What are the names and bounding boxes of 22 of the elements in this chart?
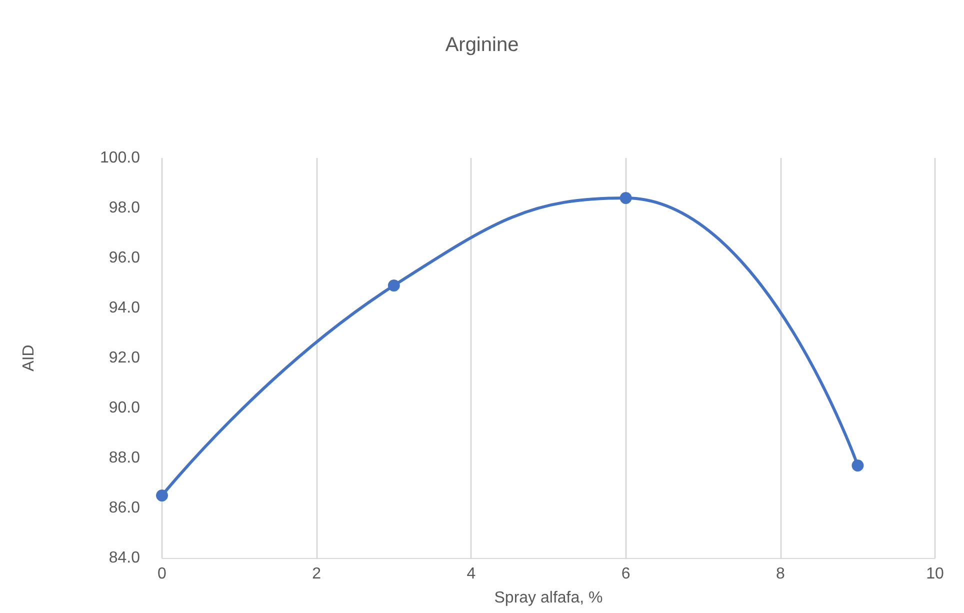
point (388, 280, 400, 292)
x-tick-label: 8 (776, 566, 785, 582)
x-tick-label: 6 (621, 566, 630, 582)
chart-title: Arginine (445, 34, 519, 56)
point (620, 192, 632, 204)
y-tick-label: 98.0 (108, 200, 140, 216)
y-tick-label: 94.0 (108, 300, 140, 316)
y-tick-label: 92.0 (108, 350, 140, 366)
point (852, 460, 864, 472)
y-axis-title: AID (20, 344, 38, 372)
y-tick-label: 88.0 (108, 450, 140, 466)
point (156, 490, 168, 502)
x-axis-title: Spray alfafa, % (494, 590, 603, 606)
y-tick-label: 90.0 (108, 400, 140, 416)
x-tick-label: 4 (466, 566, 476, 582)
y-tick-label: 86.0 (108, 500, 140, 516)
y-tick-label: 100.0 (100, 150, 140, 166)
x-tick-label: 10 (926, 566, 944, 582)
y-tick-label: 84.0 (108, 550, 140, 566)
y-tick-label: 96.0 (108, 250, 140, 266)
x-tick-label: 2 (312, 566, 322, 582)
x-tick-label: 0 (158, 566, 167, 582)
